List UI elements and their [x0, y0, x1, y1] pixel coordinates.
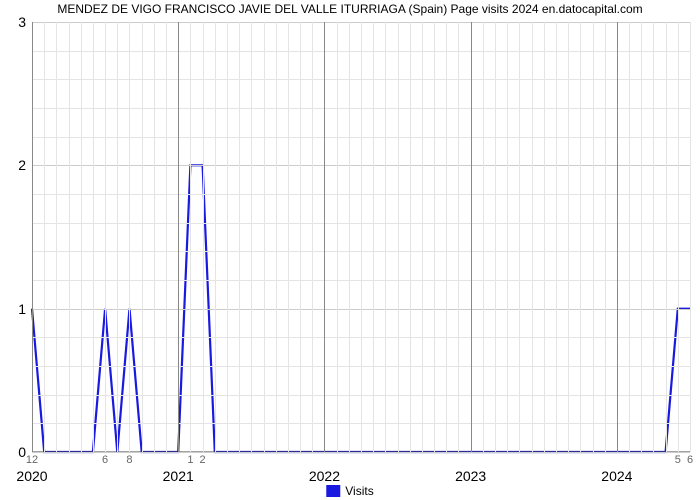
grid-line-v-minor — [56, 22, 57, 452]
grid-line-v-minor — [215, 22, 216, 452]
grid-line-v-minor — [641, 22, 642, 452]
legend-label: Visits — [345, 484, 373, 498]
grid-line-v-minor — [251, 22, 252, 452]
grid-line-v-minor — [519, 22, 520, 452]
x-year-label: 2023 — [455, 468, 486, 484]
grid-line-v-minor — [203, 22, 204, 452]
grid-line-v-minor — [129, 22, 130, 452]
grid-line-v-minor — [483, 22, 484, 452]
grid-line-v-minor — [532, 22, 533, 452]
grid-line-v-minor — [678, 22, 679, 452]
grid-line-v-minor — [93, 22, 94, 452]
x-year-label: 2022 — [309, 468, 340, 484]
grid-line-v-minor — [239, 22, 240, 452]
grid-line-v-major — [32, 22, 33, 452]
x-month-label: 6 — [687, 454, 693, 466]
x-year-label: 2024 — [601, 468, 632, 484]
grid-line-v-minor — [81, 22, 82, 452]
x-month-label: 6 — [102, 454, 108, 466]
grid-line-v-minor — [666, 22, 667, 452]
x-year-label: 2021 — [163, 468, 194, 484]
grid-line-v-minor — [507, 22, 508, 452]
grid-line-v-minor — [349, 22, 350, 452]
grid-line-v-minor — [544, 22, 545, 452]
grid-line-v-minor — [690, 22, 691, 452]
grid-line-v-minor — [105, 22, 106, 452]
grid-line-h — [32, 452, 690, 453]
grid-line-v-minor — [458, 22, 459, 452]
grid-line-v-minor — [556, 22, 557, 452]
grid-line-v-minor — [44, 22, 45, 452]
grid-line-v-minor — [300, 22, 301, 452]
grid-line-v-minor — [593, 22, 594, 452]
grid-line-v-minor — [276, 22, 277, 452]
grid-line-v-minor — [629, 22, 630, 452]
y-tick-label: 1 — [18, 301, 26, 317]
grid-line-v-minor — [154, 22, 155, 452]
grid-line-v-minor — [385, 22, 386, 452]
legend: Visits — [326, 484, 373, 498]
grid-line-v-major — [178, 22, 179, 452]
y-tick-label: 2 — [18, 157, 26, 173]
grid-line-v-major — [471, 22, 472, 452]
grid-line-v-minor — [142, 22, 143, 452]
legend-swatch — [326, 485, 340, 497]
chart-area: 01232020202120222023202412681256 — [32, 22, 691, 452]
grid-line-v-minor — [312, 22, 313, 452]
x-month-label: 1 — [187, 454, 193, 466]
x-year-label: 2020 — [16, 468, 47, 484]
grid-line-v-minor — [337, 22, 338, 452]
x-month-label: 2 — [200, 454, 206, 466]
grid-line-v-minor — [69, 22, 70, 452]
grid-line-v-minor — [605, 22, 606, 452]
grid-line-v-minor — [568, 22, 569, 452]
grid-line-v-minor — [190, 22, 191, 452]
grid-line-v-minor — [410, 22, 411, 452]
grid-line-v-minor — [398, 22, 399, 452]
grid-line-v-minor — [166, 22, 167, 452]
grid-line-v-minor — [495, 22, 496, 452]
grid-line-v-major — [324, 22, 325, 452]
grid-line-v-major — [617, 22, 618, 452]
grid-line-v-minor — [117, 22, 118, 452]
x-month-label: 12 — [26, 454, 38, 466]
grid-line-v-minor — [264, 22, 265, 452]
grid-line-v-minor — [422, 22, 423, 452]
grid-line-v-minor — [373, 22, 374, 452]
grid-line-v-minor — [288, 22, 289, 452]
x-month-label: 5 — [675, 454, 681, 466]
grid-line-v-minor — [227, 22, 228, 452]
grid-line-v-minor — [653, 22, 654, 452]
x-month-label: 8 — [126, 454, 132, 466]
y-tick-label: 3 — [18, 14, 26, 30]
chart-title: MENDEZ DE VIGO FRANCISCO JAVIE DEL VALLE… — [57, 2, 642, 16]
grid-line-v-minor — [361, 22, 362, 452]
y-tick-label: 0 — [18, 444, 26, 460]
grid-line-v-minor — [434, 22, 435, 452]
grid-line-v-minor — [580, 22, 581, 452]
grid-line-v-minor — [446, 22, 447, 452]
